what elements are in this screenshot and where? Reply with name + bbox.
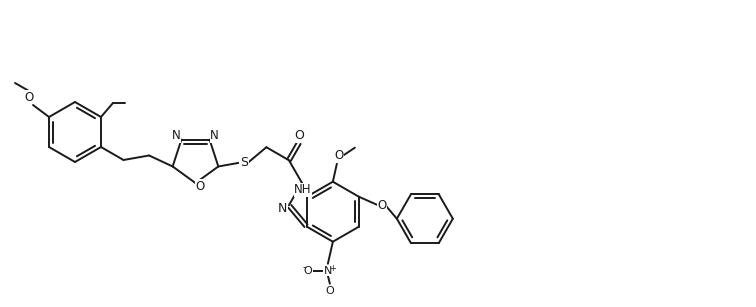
Text: N: N xyxy=(172,129,181,142)
Text: O: O xyxy=(24,91,34,103)
Text: S: S xyxy=(240,156,248,169)
Text: O: O xyxy=(334,149,343,162)
Text: -: - xyxy=(302,262,305,272)
Text: N: N xyxy=(210,129,219,142)
Text: N: N xyxy=(278,202,287,215)
Text: O: O xyxy=(196,180,205,192)
Text: +: + xyxy=(330,264,336,273)
Text: O: O xyxy=(377,199,386,212)
Text: N: N xyxy=(324,266,332,276)
Text: O: O xyxy=(294,130,304,142)
Text: O: O xyxy=(326,286,334,296)
Text: O: O xyxy=(303,266,312,276)
Text: NH: NH xyxy=(294,183,311,196)
